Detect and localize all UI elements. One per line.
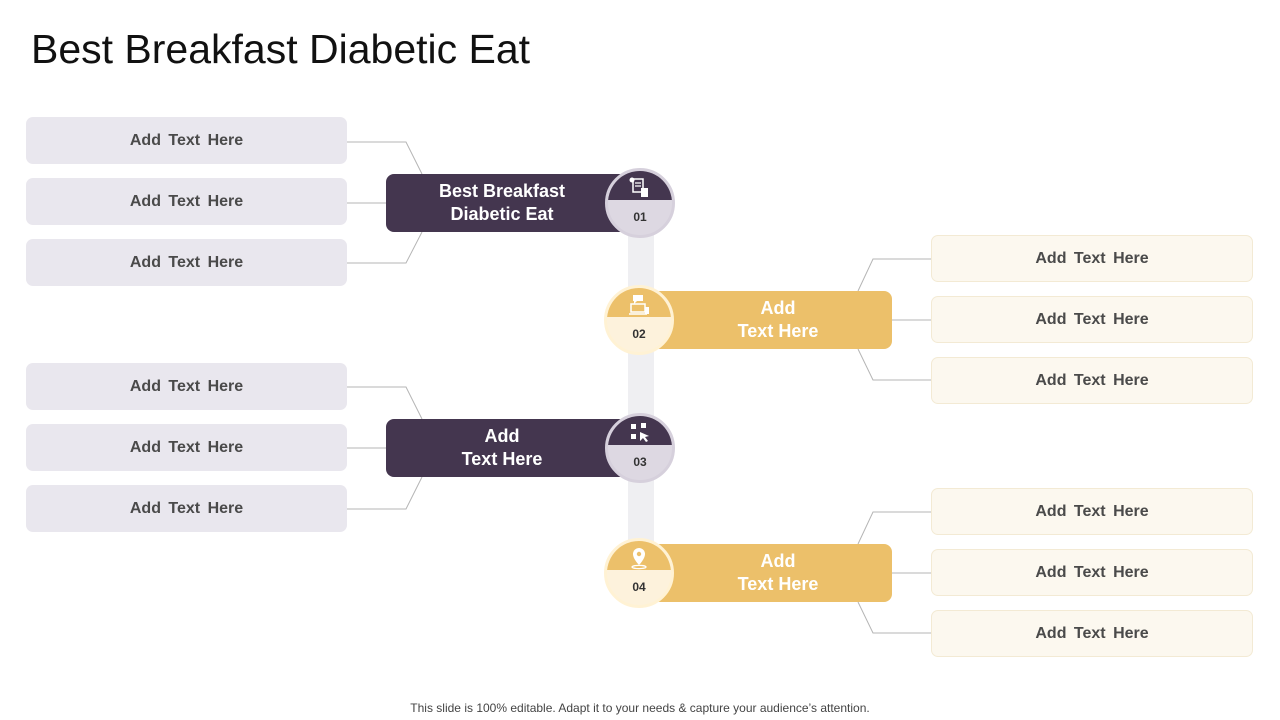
step1-text-box-1[interactable]: Add Text Here	[26, 117, 347, 164]
step2-label-bar[interactable]: Add Text Here	[634, 291, 892, 349]
step2-label-line2: Text Here	[737, 321, 819, 341]
step4-number: 04	[632, 580, 646, 594]
step3-label-bar[interactable]: Add Text Here	[386, 419, 648, 477]
step3-text-box-3[interactable]: Add Text Here	[26, 485, 347, 532]
step1-label-bar[interactable]: Best Breakfast Diabetic Eat	[386, 174, 648, 232]
step3-number: 03	[633, 455, 647, 469]
document-chart-icon	[629, 177, 648, 197]
step4-label-line1: Add	[760, 551, 796, 571]
step3-number-circle: 03	[605, 413, 675, 483]
step4-label-bar[interactable]: Add Text Here	[634, 544, 892, 602]
step2-number: 02	[632, 327, 646, 341]
step4-text-box-1[interactable]: Add Text Here	[931, 488, 1253, 535]
step2-text-box-1[interactable]: Add Text Here	[931, 235, 1253, 282]
step2-text-box-2[interactable]: Add Text Here	[931, 296, 1253, 343]
step2-text-box-3[interactable]: Add Text Here	[931, 357, 1253, 404]
pointer-grid-icon	[631, 423, 649, 442]
step2-number-circle: 02	[604, 285, 674, 355]
step4-label-line2: Text Here	[737, 574, 819, 594]
step3-label-line2: Text Here	[461, 449, 543, 469]
timeline-spine	[628, 232, 654, 544]
location-pin-icon	[631, 548, 647, 570]
step4-text-box-2[interactable]: Add Text Here	[931, 549, 1253, 596]
laptop-chat-icon	[629, 295, 649, 315]
footer-note: This slide is 100% editable. Adapt it to…	[410, 701, 870, 715]
step3-text-box-2[interactable]: Add Text Here	[26, 424, 347, 471]
step1-number-circle: 01	[605, 168, 675, 238]
step1-text-box-3[interactable]: Add Text Here	[26, 239, 347, 286]
step1-number: 01	[633, 210, 647, 224]
step3-text-box-1[interactable]: Add Text Here	[26, 363, 347, 410]
step2-label-line1: Add	[760, 298, 796, 318]
step4-number-circle: 04	[604, 538, 674, 608]
step1-label-line2: Diabetic Eat	[450, 204, 554, 224]
step1-text-box-2[interactable]: Add Text Here	[26, 178, 347, 225]
step4-text-box-3[interactable]: Add Text Here	[931, 610, 1253, 657]
page-title: Best Breakfast Diabetic Eat	[31, 26, 531, 72]
step3-label-line1: Add	[484, 426, 520, 446]
step1-label-line1: Best Breakfast	[438, 181, 566, 201]
